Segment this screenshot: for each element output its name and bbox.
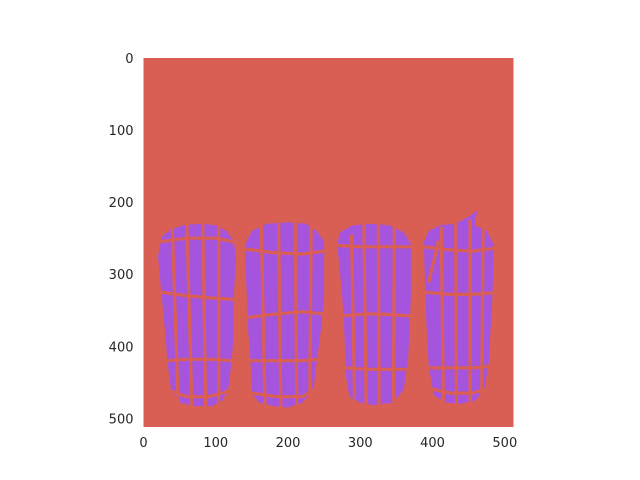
mask-seam (308, 224, 313, 402)
mask-seam (243, 247, 326, 256)
mask-seam (350, 234, 357, 399)
mask-region-shape (158, 223, 236, 407)
mask-seam (170, 229, 180, 406)
x-tick-label: 300 (348, 436, 373, 451)
x-tick-label: 400 (420, 436, 445, 451)
x-tick-label: 500 (492, 436, 517, 451)
y-tick-label: 500 (109, 412, 134, 427)
mask-seam (293, 220, 299, 407)
mask-seam (427, 240, 440, 283)
mask-seam (185, 223, 194, 408)
mask-seam (335, 243, 413, 249)
mask-seam (362, 223, 368, 405)
mask-regions (157, 210, 496, 410)
mask-seam (439, 226, 445, 402)
y-tick-label: 300 (109, 268, 134, 283)
mask-region-4 (422, 210, 496, 406)
mask-region-2 (243, 220, 326, 410)
mask-seam (480, 229, 485, 395)
mask-seam (391, 225, 396, 402)
mask-region-1 (157, 222, 236, 408)
mask-region-3 (335, 222, 413, 407)
y-tick-label: 200 (109, 196, 134, 211)
mask-seam (247, 357, 320, 363)
x-axis: 0 100 200 300 400 500 (139, 436, 517, 451)
y-tick-label: 400 (109, 340, 134, 355)
mask-seam (427, 364, 491, 370)
x-tick-label: 0 (139, 436, 147, 451)
mask-seam (454, 222, 458, 406)
mask-seam (376, 222, 381, 407)
y-tick-label: 0 (125, 52, 133, 67)
y-axis: 0 100 200 300 400 500 (109, 52, 134, 427)
mask-seam (201, 222, 208, 408)
x-tick-label: 100 (203, 436, 228, 451)
x-tick-label: 200 (276, 436, 301, 451)
mask-seam (259, 223, 267, 406)
mask-seam (277, 220, 283, 410)
y-tick-label: 100 (109, 124, 134, 139)
